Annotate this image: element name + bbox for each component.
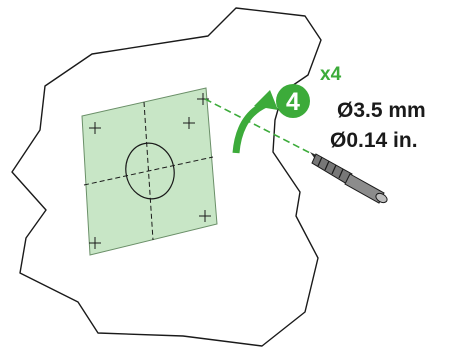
crosshair-mark-icon <box>89 122 101 134</box>
crosshair-mark-icon <box>183 117 195 129</box>
quantity-multiplier: x4 <box>320 64 342 85</box>
rotation-arrow-icon <box>232 90 278 154</box>
template-plate <box>81 87 218 256</box>
step-number: 4 <box>286 88 300 116</box>
template-centerline-horizontal <box>83 156 214 186</box>
crosshair-mark-icon <box>89 237 101 249</box>
cable-hole-circle <box>125 142 175 200</box>
drill-bit-icon <box>310 152 388 204</box>
template-centerline-vertical <box>143 101 154 241</box>
drill-direction-line <box>204 98 317 157</box>
drill-diameter-in: Ø0.14 in. <box>330 129 418 152</box>
crosshair-mark-icon <box>199 210 211 222</box>
crosshair-mark-icon <box>197 93 209 105</box>
drill-diameter-mm: Ø3.5 mm <box>337 99 426 122</box>
step-badge: 4 <box>276 84 310 118</box>
mounting-template <box>81 87 218 256</box>
